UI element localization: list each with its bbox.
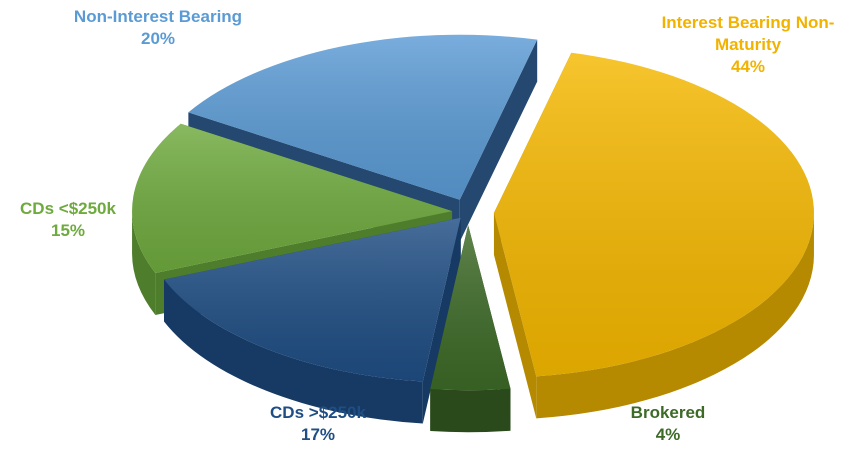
slice-label-0-line-2: 44%	[731, 57, 765, 76]
slice-side-1	[430, 388, 511, 433]
pie-slice-shade-0	[493, 52, 814, 377]
slice-label-1-line-0: Brokered	[631, 403, 706, 422]
slice-cut-face-0-1	[493, 212, 537, 419]
slice-cut-face-4-1	[459, 39, 538, 242]
slice-label-2-line-1: 17%	[301, 425, 335, 444]
slice-tops	[132, 34, 814, 391]
slice-label-0-line-1: Maturity	[715, 35, 782, 54]
pie-slice-shade-2	[164, 217, 461, 382]
slice-labels: Interest Bearing Non- Maturity 44% Brokered…	[20, 7, 834, 444]
slice-label-3-line-0: CDs <$250k	[20, 199, 116, 218]
slice-label-1-line-1: 4%	[656, 425, 681, 444]
slice-label-0-line-0: Interest Bearing Non-	[662, 13, 835, 32]
slice-side-3	[132, 211, 156, 315]
pie-slice-shade-4	[188, 34, 538, 200]
slice-side-0	[536, 212, 814, 419]
slice-label-4-line-1: 20%	[141, 29, 175, 48]
slice-cut-face-2-0	[422, 217, 461, 424]
slice-side-2	[164, 279, 423, 424]
slice-label-2-line-0: CDs >$250k	[270, 403, 366, 422]
pie-slice-shade-1	[430, 225, 511, 391]
slice-label-4-line-0: Non-Interest Bearing	[74, 7, 242, 26]
slice-label-3-line-1: 15%	[51, 221, 85, 240]
pie-slice-shade-3	[132, 123, 453, 273]
